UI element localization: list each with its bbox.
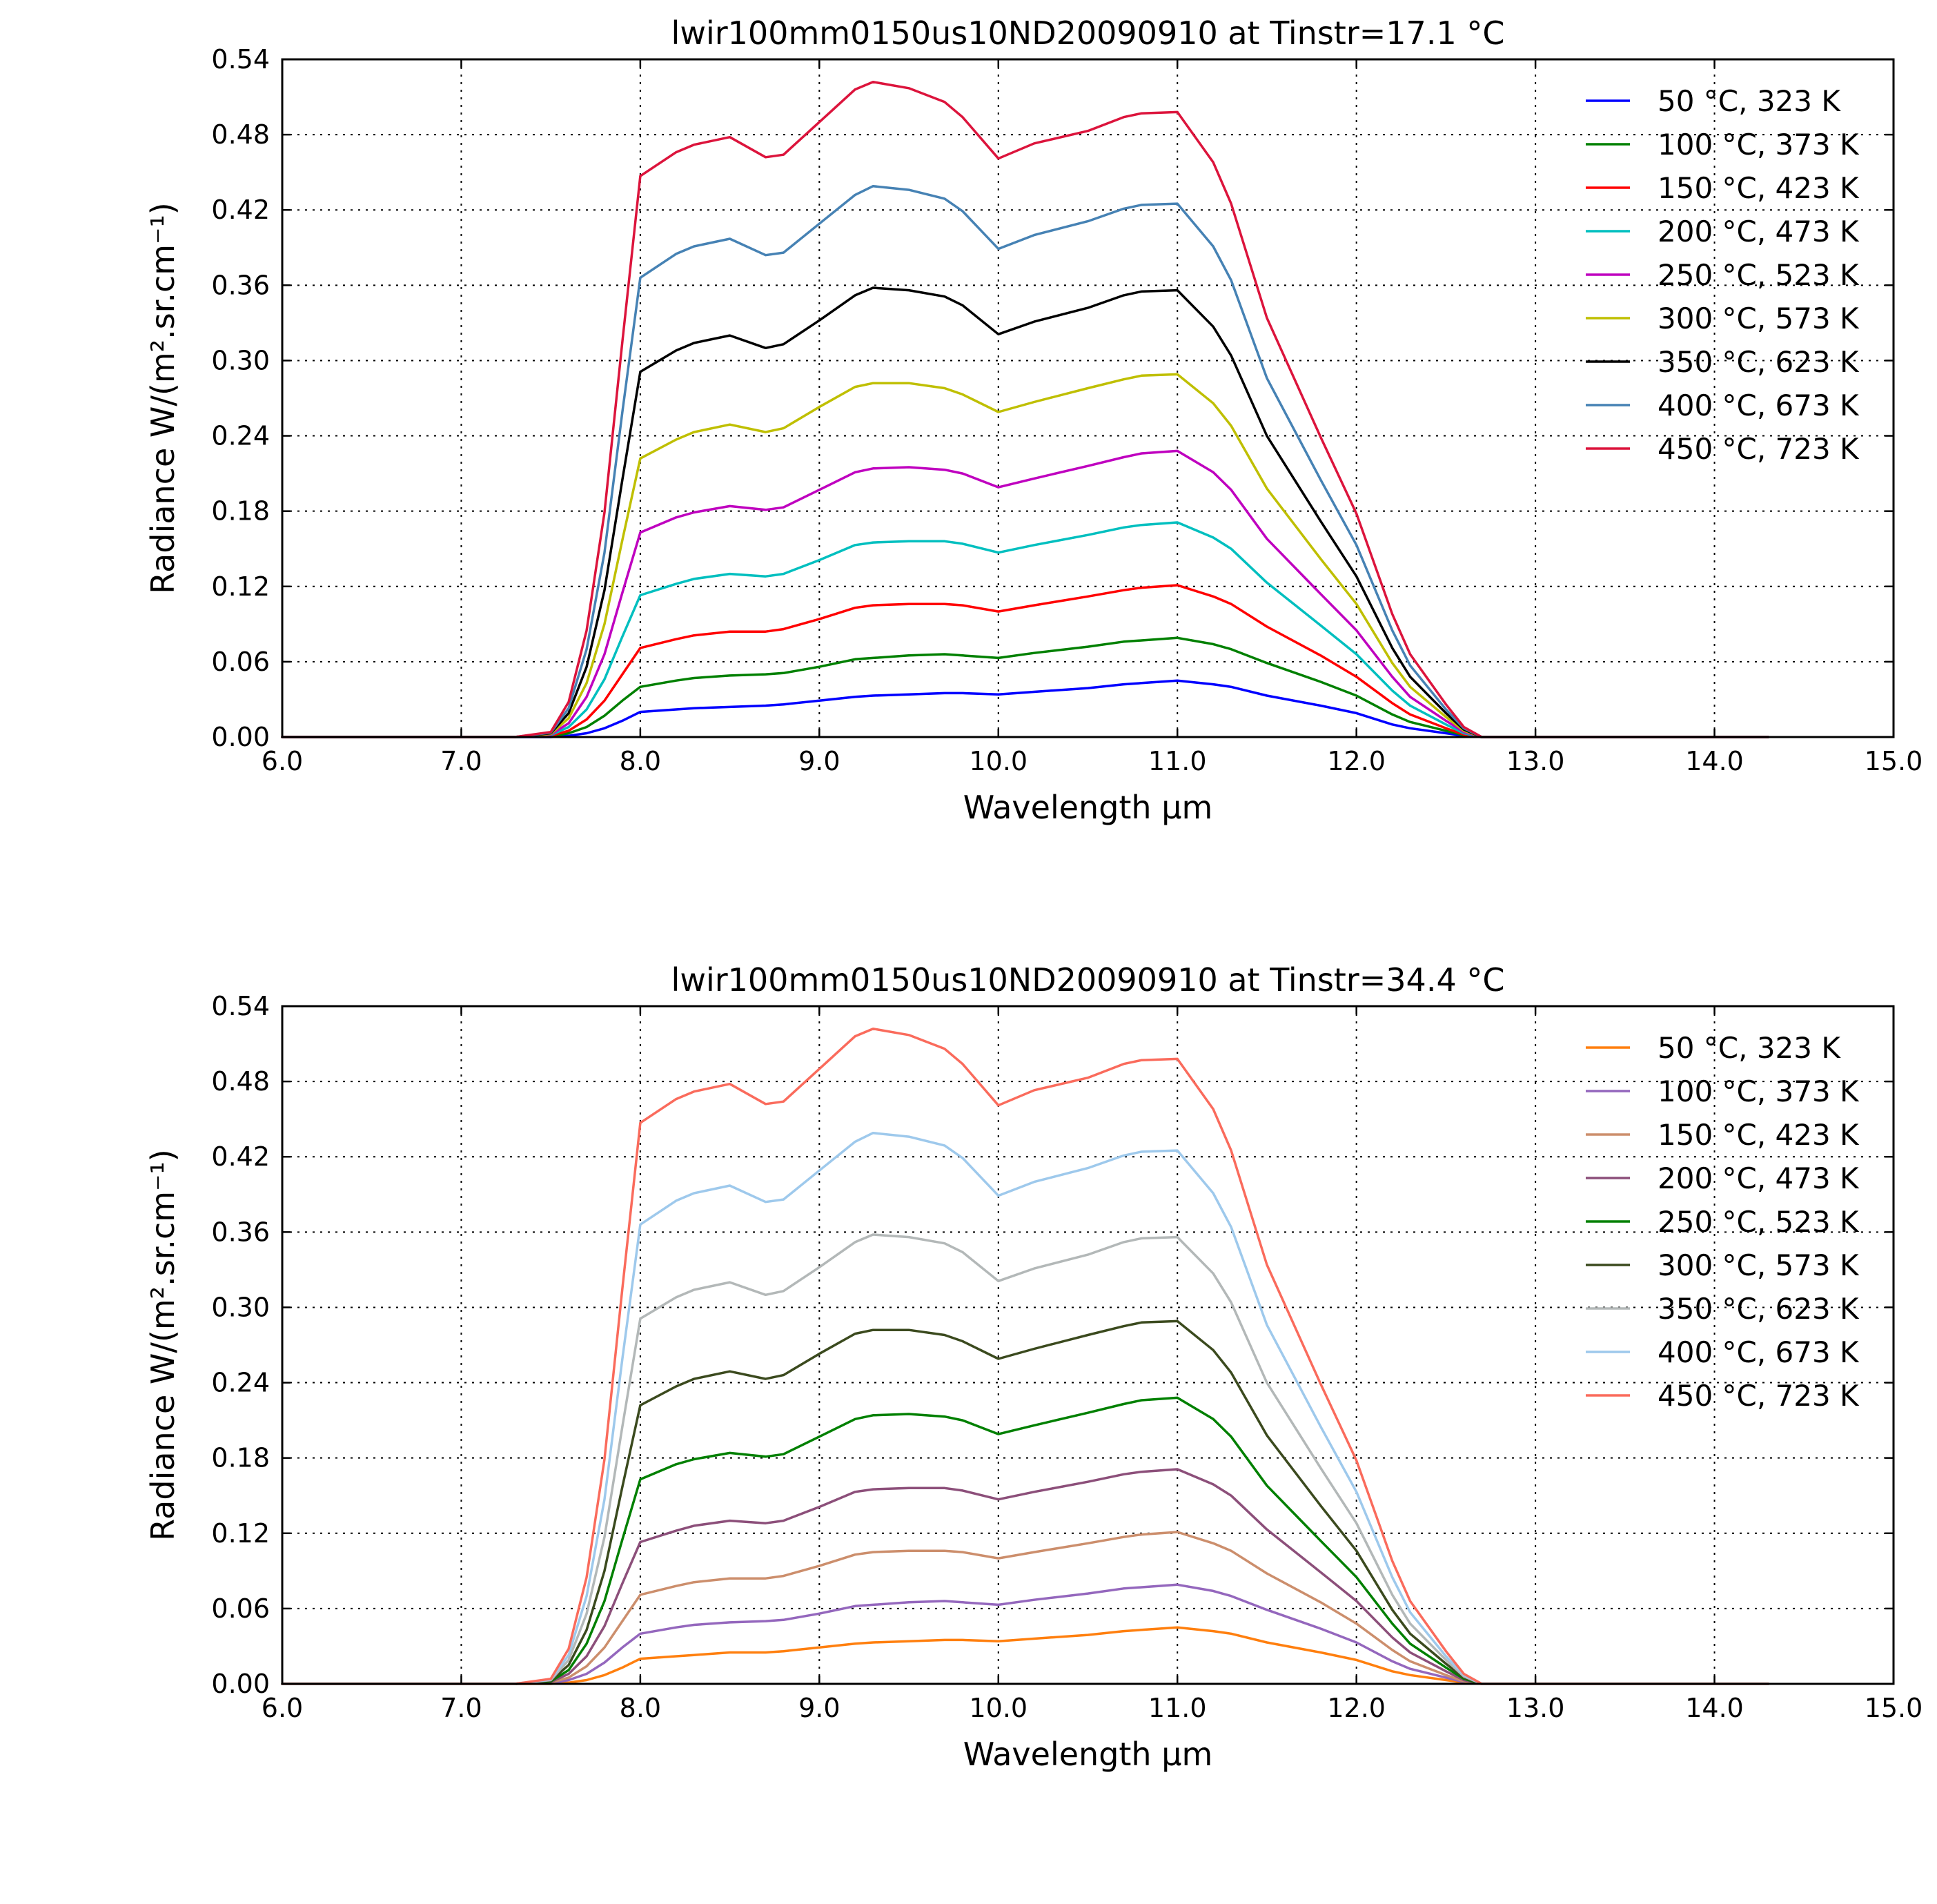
x-tick-label: 14.0 xyxy=(1685,1693,1744,1723)
series-line-6 xyxy=(281,373,1770,738)
x-tick-label: 6.0 xyxy=(262,746,303,776)
x-tick-label: 10.0 xyxy=(969,1693,1028,1723)
series-line-3 xyxy=(281,1531,1770,1685)
y-tick-label: 0.54 xyxy=(211,991,270,1021)
series-line-5 xyxy=(281,1396,1770,1685)
series-line-2 xyxy=(281,636,1770,738)
chart-panel-2: 6.0 7.0 8.0 9.0 10.0 11.0 12.0 13.0 14.0 15.0 0.00… xyxy=(144,961,1923,1773)
x-tick-label: 12.0 xyxy=(1327,746,1386,776)
legend-label-9: 450 °C, 723 K xyxy=(1658,1379,1860,1413)
x-tick-label: 9.0 xyxy=(798,746,840,776)
series-line-1 xyxy=(281,679,1770,738)
legend: 50 °C, 323 K 100 °C, 373 K 150 °C, 423 K 20… xyxy=(1586,1031,1860,1413)
x-tick-label: 8.0 xyxy=(620,1693,661,1723)
chart-title: lwir100mm0150us10ND20090910 at Tinstr=17… xyxy=(671,14,1505,52)
x-tick-label: 12.0 xyxy=(1327,1693,1386,1723)
y-tick-label: 0.00 xyxy=(211,722,270,752)
legend-label-3: 150 °C, 423 K xyxy=(1658,1118,1860,1152)
y-tick-label: 0.12 xyxy=(211,571,270,602)
series-line-8 xyxy=(281,1131,1770,1685)
series-line-9 xyxy=(281,80,1770,738)
series-line-4 xyxy=(281,521,1770,738)
y-axis-label: Radiance W/(m².sr.cm⁻¹) xyxy=(144,202,181,594)
y-tick-label: 0.30 xyxy=(211,1292,270,1322)
x-tick-label: 13.0 xyxy=(1506,746,1565,776)
x-tick-label: 14.0 xyxy=(1685,746,1744,776)
legend-label-9: 450 °C, 723 K xyxy=(1658,432,1860,466)
x-tick-label: 7.0 xyxy=(440,1693,482,1723)
x-tick-label: 9.0 xyxy=(798,1693,840,1723)
legend-label-6: 300 °C, 573 K xyxy=(1658,1248,1860,1282)
series-line-2 xyxy=(281,1583,1770,1685)
legend-label-4: 200 °C, 473 K xyxy=(1658,1161,1860,1195)
y-tick-label: 0.36 xyxy=(211,270,270,300)
series-line-7 xyxy=(281,1233,1770,1685)
y-tick-label: 0.06 xyxy=(211,647,270,677)
chart-panel-1: 6.0 7.0 8.0 9.0 10.0 11.0 12.0 13.0 14.0 15.0 0.00… xyxy=(144,14,1923,826)
y-tick-label: 0.24 xyxy=(211,1368,270,1398)
legend-label-3: 150 °C, 423 K xyxy=(1658,171,1860,205)
x-tick-label: 8.0 xyxy=(620,746,661,776)
y-tick-label: 0.24 xyxy=(211,421,270,451)
y-tick-label: 0.12 xyxy=(211,1518,270,1549)
series-line-5 xyxy=(281,449,1770,738)
legend: 50 °C, 323 K 100 °C, 373 K 150 °C, 423 K 20… xyxy=(1586,84,1860,466)
legend-label-6: 300 °C, 573 K xyxy=(1658,302,1860,335)
series-line-3 xyxy=(281,584,1770,738)
y-tick-label: 0.36 xyxy=(211,1217,270,1247)
legend-label-7: 350 °C, 623 K xyxy=(1658,1292,1860,1326)
x-tick-label: 10.0 xyxy=(969,746,1028,776)
series-line-7 xyxy=(281,286,1770,738)
plot-frame xyxy=(281,1005,1895,1685)
legend-label-7: 350 °C, 623 K xyxy=(1658,345,1860,379)
y-tick-label: 0.54 xyxy=(211,44,270,75)
y-tick-label: 0.48 xyxy=(211,119,270,150)
y-tick-label: 0.18 xyxy=(211,1443,270,1473)
x-axis-label: Wavelength μm xyxy=(963,789,1213,826)
x-tick-label: 11.0 xyxy=(1148,746,1207,776)
legend-label-8: 400 °C, 673 K xyxy=(1658,389,1860,422)
x-tick-label: 13.0 xyxy=(1506,1693,1565,1723)
series-line-6 xyxy=(281,1319,1770,1685)
y-tick-label: 0.00 xyxy=(211,1669,270,1699)
series-line-9 xyxy=(281,1027,1770,1685)
x-tick-label: 7.0 xyxy=(440,746,482,776)
chart-title: lwir100mm0150us10ND20090910 at Tinstr=34… xyxy=(671,961,1505,999)
legend-label-1: 50 °C, 323 K xyxy=(1658,1031,1841,1065)
x-axis-label: Wavelength μm xyxy=(963,1736,1213,1773)
y-tick-label: 0.42 xyxy=(211,1141,270,1172)
legend-label-1: 50 °C, 323 K xyxy=(1658,84,1841,118)
x-tick-label: 15.0 xyxy=(1865,746,1923,776)
y-tick-label: 0.48 xyxy=(211,1066,270,1097)
legend-label-2: 100 °C, 373 K xyxy=(1658,1074,1860,1108)
legend-label-5: 250 °C, 523 K xyxy=(1658,1205,1860,1239)
x-tick-label: 11.0 xyxy=(1148,1693,1207,1723)
legend-label-5: 250 °C, 523 K xyxy=(1658,258,1860,292)
legend-label-8: 400 °C, 673 K xyxy=(1658,1335,1860,1369)
series-line-1 xyxy=(281,1626,1770,1685)
legend-label-2: 100 °C, 373 K xyxy=(1658,128,1860,161)
series-line-4 xyxy=(281,1468,1770,1685)
plot-frame xyxy=(281,58,1895,738)
series-line-8 xyxy=(281,184,1770,738)
y-tick-label: 0.06 xyxy=(211,1593,270,1624)
legend-label-4: 200 °C, 473 K xyxy=(1658,215,1860,248)
x-tick-label: 6.0 xyxy=(262,1693,303,1723)
y-tick-label: 0.18 xyxy=(211,496,270,527)
y-axis-label: Radiance W/(m².sr.cm⁻¹) xyxy=(144,1149,181,1541)
x-tick-label: 15.0 xyxy=(1865,1693,1923,1723)
y-tick-label: 0.30 xyxy=(211,345,270,375)
y-tick-label: 0.42 xyxy=(211,195,270,225)
